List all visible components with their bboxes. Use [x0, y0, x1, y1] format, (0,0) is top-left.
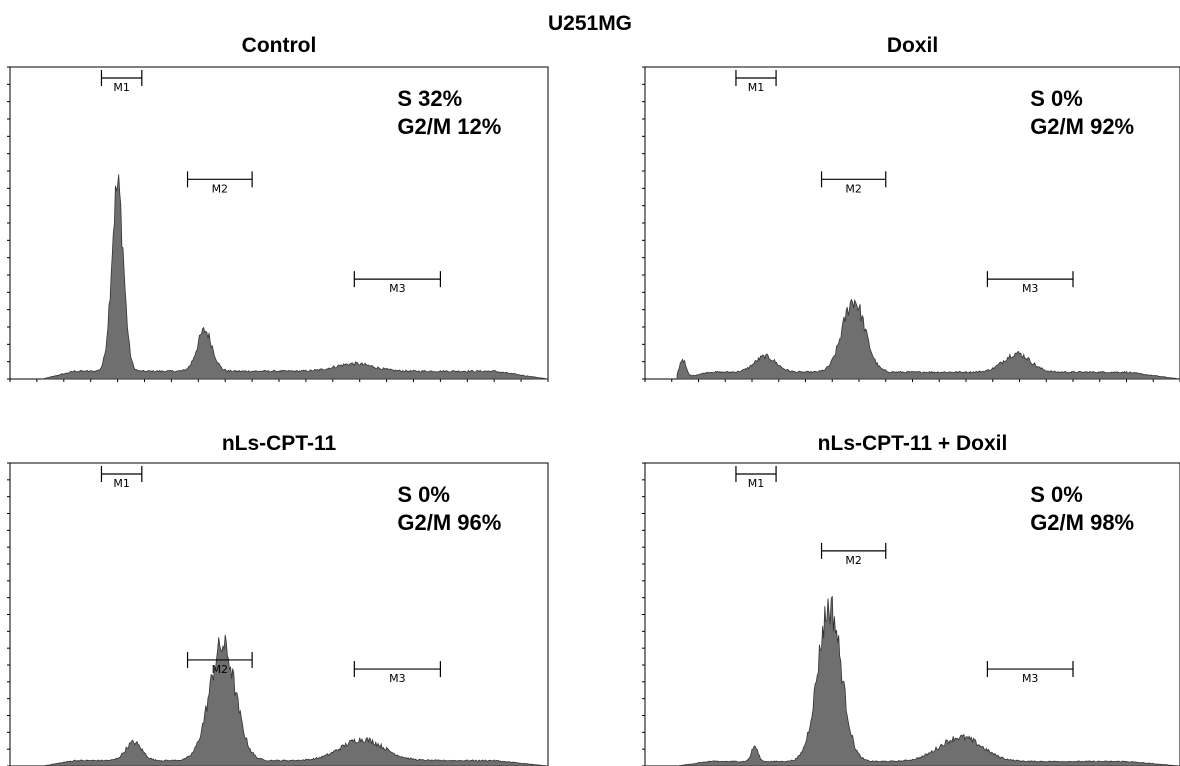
marker-m2: M2: [186, 171, 253, 195]
marker-label: M2: [212, 663, 229, 676]
marker-label: M1: [748, 477, 765, 490]
marker-label: M3: [1022, 672, 1039, 685]
marker-m3: M3: [986, 271, 1074, 295]
marker-m1: M1: [100, 70, 143, 94]
figure-title: U251MG: [548, 12, 632, 35]
marker-label: M2: [212, 182, 229, 195]
plot-frame: [644, 462, 1180, 766]
marker-label: M3: [1022, 282, 1039, 295]
panel-title: Doxil: [887, 34, 938, 57]
histogram-area: [677, 596, 1180, 766]
phase-annotation: S 0%: [1030, 86, 1083, 111]
phase-annotation: S 0%: [397, 482, 450, 507]
marker-m1: M1: [735, 70, 777, 94]
panel-title: nLs-CPT-11: [222, 432, 337, 455]
histogram-panel: nLs-CPT-11 + Doxil M1 M2 M3 S 0% G2/M 98%: [642, 432, 1180, 766]
marker-label: M1: [748, 81, 765, 94]
marker-m3: M3: [353, 271, 441, 295]
marker-label: M1: [113, 477, 130, 490]
marker-m1: M1: [100, 466, 143, 490]
phase-annotation: G2/M 12%: [397, 114, 501, 139]
marker-m2: M2: [820, 171, 887, 195]
histogram-panel: Control M1 M2 M3 S 32% G2/M 12%: [7, 34, 549, 382]
plot-frame: [9, 462, 549, 766]
phase-annotation: G2/M 92%: [1030, 114, 1134, 139]
histogram-panels: Control M1 M2 M3 S 32% G2/M 12% Doxil M1 M2 M3 S 0…: [7, 34, 1180, 766]
panel-title: Control: [242, 34, 317, 57]
histogram-panel: nLs-CPT-11 M1 M2 M3 S 0% G2/M 96%: [7, 432, 549, 766]
phase-annotation: S 32%: [397, 86, 462, 111]
marker-m3: M3: [353, 661, 441, 685]
marker-label: M3: [389, 282, 406, 295]
marker-label: M1: [113, 81, 130, 94]
histogram-area: [42, 634, 549, 766]
histogram-area: [42, 174, 549, 380]
marker-m3: M3: [986, 661, 1074, 685]
histogram-area: [676, 298, 1180, 380]
marker-m2: M2: [186, 651, 253, 676]
histogram-panel: Doxil M1 M2 M3 S 0% G2/M 92%: [642, 34, 1180, 382]
marker-label: M3: [389, 672, 406, 685]
panel-title: nLs-CPT-11 + Doxil: [818, 432, 1008, 455]
marker-m1: M1: [735, 466, 777, 490]
marker-label: M2: [845, 182, 862, 195]
marker-label: M2: [845, 554, 862, 567]
phase-annotation: S 0%: [1030, 482, 1083, 507]
phase-annotation: G2/M 98%: [1030, 510, 1134, 535]
marker-m2: M2: [820, 542, 887, 567]
phase-annotation: G2/M 96%: [397, 510, 501, 535]
